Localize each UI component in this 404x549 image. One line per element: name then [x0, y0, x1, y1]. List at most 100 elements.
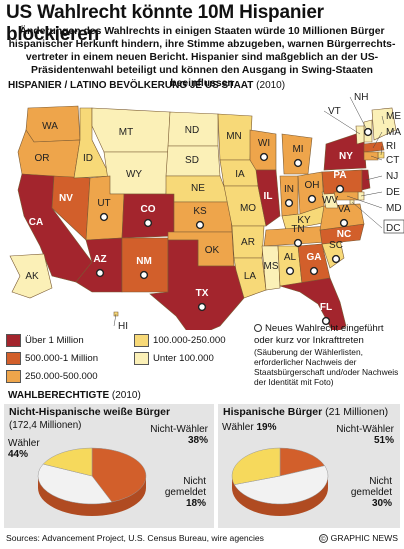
state-label: OH	[305, 180, 320, 191]
state-label: NH	[354, 92, 368, 103]
state-label: RI	[386, 141, 396, 152]
pie-slice	[233, 465, 329, 505]
legend-swatch	[134, 352, 149, 365]
new-law-marker	[331, 254, 341, 264]
hisp-unreported-label: Nicht gemeldet 30%	[344, 476, 392, 509]
hisp-unreported-text: Nicht gemeldet	[350, 476, 392, 498]
state-label: CA	[29, 217, 43, 228]
hisp-nonvoter-pct: 51%	[373, 435, 394, 446]
state-label: OK	[205, 245, 220, 256]
new-law-marker	[293, 158, 303, 168]
footer-credit-text: GRAPHIC NEWS	[330, 533, 398, 543]
state-label: AL	[284, 252, 297, 263]
panel-hispanic-citizens: Hispanische Bürger (21 Millionen) Wähler…	[218, 404, 400, 528]
state-label: SC	[329, 240, 343, 251]
state-label: AZ	[93, 254, 106, 265]
state-label: DE	[386, 187, 400, 198]
legend-item: 100.000-250.000	[134, 334, 226, 347]
new-law-marker	[143, 218, 153, 228]
legend-swatch	[6, 334, 21, 347]
voters-heading: WAHLBERECHTIGTE (2010)	[8, 390, 141, 401]
state-tx-shape	[149, 239, 245, 330]
state-label: NJ	[386, 171, 398, 182]
state-label: OR	[35, 153, 50, 164]
state-label: MN	[226, 131, 242, 142]
panel-white-citizens: Nicht-Hispanische weiße Bürger (172,4 Mi…	[4, 404, 214, 528]
state-label: NM	[136, 256, 152, 267]
legend-label: 250.000-500.000	[25, 371, 98, 382]
voters-heading-year: (2010)	[111, 390, 141, 401]
legend-item: Über 1 Million	[6, 334, 84, 347]
state-label: WV	[322, 195, 338, 206]
page-title: US Wahlrecht könnte 10M Hispanier blocki…	[6, 2, 324, 45]
new-law-marker	[95, 268, 105, 278]
state-co-shape	[121, 193, 175, 239]
white-nonvoter-pct: 38%	[187, 435, 208, 446]
panel-white-title: Nicht-Hispanische weiße Bürger	[9, 406, 171, 418]
state-vt-shape	[355, 125, 365, 145]
state-leader-line	[323, 110, 361, 135]
state-label: NV	[59, 193, 73, 204]
state-label: NE	[191, 183, 205, 194]
state-fl-shape	[279, 277, 347, 330]
new-law-marker	[335, 184, 345, 194]
legend-label: 100.000-250.000	[153, 335, 226, 346]
state-label: NC	[337, 229, 351, 240]
state-label: CO	[141, 204, 156, 215]
white-voter-label: Wähler 44%	[8, 438, 40, 460]
white-unreported-pct: 18%	[185, 498, 206, 509]
pie-slice	[37, 463, 113, 505]
intro-text: Änderungen des Wahlrechts in einigen Sta…	[8, 26, 396, 89]
state-label: GA	[307, 252, 322, 263]
white-nonvoter-text: Nicht-Wähler	[150, 424, 208, 435]
new-law-note: Neues Wahlrecht eingeführt oder kurz vor…	[254, 323, 402, 387]
state-label: TX	[196, 288, 209, 299]
hisp-voter-label: Wähler 19%	[222, 422, 276, 433]
map-heading-text: HISPANIER / LATINO BEVÖLKERUNG JE US STA…	[8, 80, 254, 91]
pie-chart-white	[37, 447, 147, 516]
panel-white-total: (172,4 Millionen)	[9, 420, 82, 431]
white-nonvoter-label: Nicht-Wähler 38%	[150, 424, 208, 446]
state-il-shape	[255, 169, 281, 227]
panel-hispanic-title: Hispanische Bürger	[223, 406, 323, 418]
new-law-marker	[285, 266, 295, 276]
legend-label: Unter 100.000	[153, 353, 214, 364]
state-leader-line	[360, 191, 383, 197]
state-label: AR	[241, 237, 255, 248]
footer-source: Sources: Advancement Project, U.S. Censu…	[6, 533, 264, 543]
white-voter-text: Wähler	[8, 438, 40, 449]
new-law-marker	[309, 266, 319, 276]
state-label: MI	[292, 144, 303, 155]
new-law-marker	[321, 316, 331, 326]
state-label: WA	[42, 121, 58, 132]
footer-credit: © GRAPHIC NEWS	[318, 533, 398, 543]
legend-item: 500.000-1 Million	[6, 352, 98, 365]
new-law-marker	[139, 270, 149, 280]
state-leader-line	[365, 175, 383, 181]
us-map: WA OR CA NV ID MT WY UT AZ CO NM ND SD NE KS OK TX MN IA MO…	[9, 92, 404, 330]
state-label: DC	[386, 223, 400, 234]
pie-chart-hispanic	[231, 447, 329, 516]
state-label: MT	[119, 127, 133, 138]
new-law-note-detail: (Säuberung der Wählerlisten, erforderlic…	[254, 347, 399, 387]
state-label: ID	[83, 153, 93, 164]
white-unreported-label: Nicht gemeldet 18%	[158, 476, 206, 509]
state-leader-line	[370, 155, 383, 161]
map-heading: HISPANIER / LATINO BEVÖLKERUNG JE US STA…	[8, 80, 285, 91]
new-law-marker	[197, 302, 207, 312]
state-label: WI	[258, 138, 270, 149]
new-law-circle-icon	[254, 324, 262, 332]
map-heading-year: (2010)	[256, 80, 286, 91]
new-law-marker	[363, 127, 373, 137]
state-label: UT	[97, 198, 110, 209]
state-label: AK	[25, 271, 39, 282]
state-label: LA	[244, 271, 257, 282]
panel-hispanic-total: (21 Millionen)	[325, 406, 389, 418]
legend-item: 250.000-500.000	[6, 370, 98, 383]
new-law-marker	[307, 194, 317, 204]
state-label: ND	[185, 125, 199, 136]
white-voter-pct: 44%	[8, 449, 29, 460]
state-va-shape	[319, 203, 365, 231]
new-law-marker	[195, 220, 205, 230]
